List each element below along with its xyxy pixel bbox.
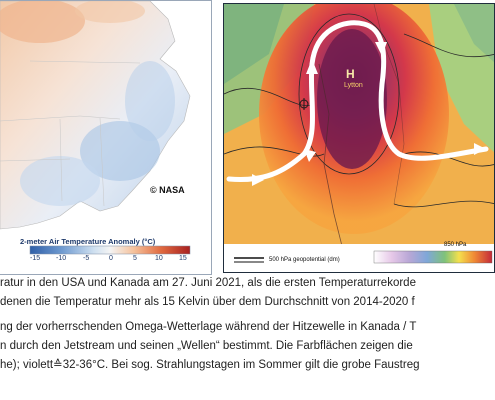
- tick-label: 15: [179, 255, 187, 262]
- anomaly-map-graphic: [0, 1, 211, 271]
- weather-map-graphic: [224, 4, 494, 272]
- tick-label: -15: [30, 255, 41, 262]
- lytton-label: Lytton: [344, 82, 363, 89]
- high-pressure-label: H: [346, 67, 355, 81]
- caption-line: ng der vorherrschenden Omega-Wetterlage …: [0, 321, 417, 333]
- geopotential-legend-label: 500 hPa geopotential (dm): [269, 257, 340, 263]
- wx-color-scale: [373, 250, 493, 264]
- hpa-label: 850 hPa: [444, 242, 467, 248]
- nasa-copyright: © NASA: [150, 185, 185, 195]
- caption-line: ratur in den USA und Kanada am 27. Juni …: [0, 277, 416, 289]
- caption-line: n durch den Jetstream und seinen „Wellen…: [0, 340, 413, 352]
- tick-label: -5: [83, 255, 90, 262]
- tick-label: -10: [56, 255, 67, 262]
- legend-title: 2-meter Air Temperature Anomaly (°C): [20, 237, 156, 246]
- caption: ratur in den USA und Kanada am 27. Juni …: [0, 274, 495, 375]
- jetstream-path: [226, 20, 489, 183]
- caption-line: denen die Temperatur mehr als 15 Kelvin …: [0, 296, 415, 308]
- tick-label: 0: [109, 255, 113, 262]
- caption-line: he); violett≙32-36°C. Bei sog. Strahlung…: [0, 359, 420, 371]
- tick-label: 10: [155, 255, 163, 262]
- tick-label: 5: [133, 255, 137, 262]
- omega-weather-map: H Lytton 500 hPa geopotential (dm) 850 h…: [223, 3, 495, 273]
- anomaly-color-scale: [29, 245, 191, 255]
- temperature-anomaly-map: © NASA 2-meter Air Temperature Anomaly (…: [0, 0, 212, 275]
